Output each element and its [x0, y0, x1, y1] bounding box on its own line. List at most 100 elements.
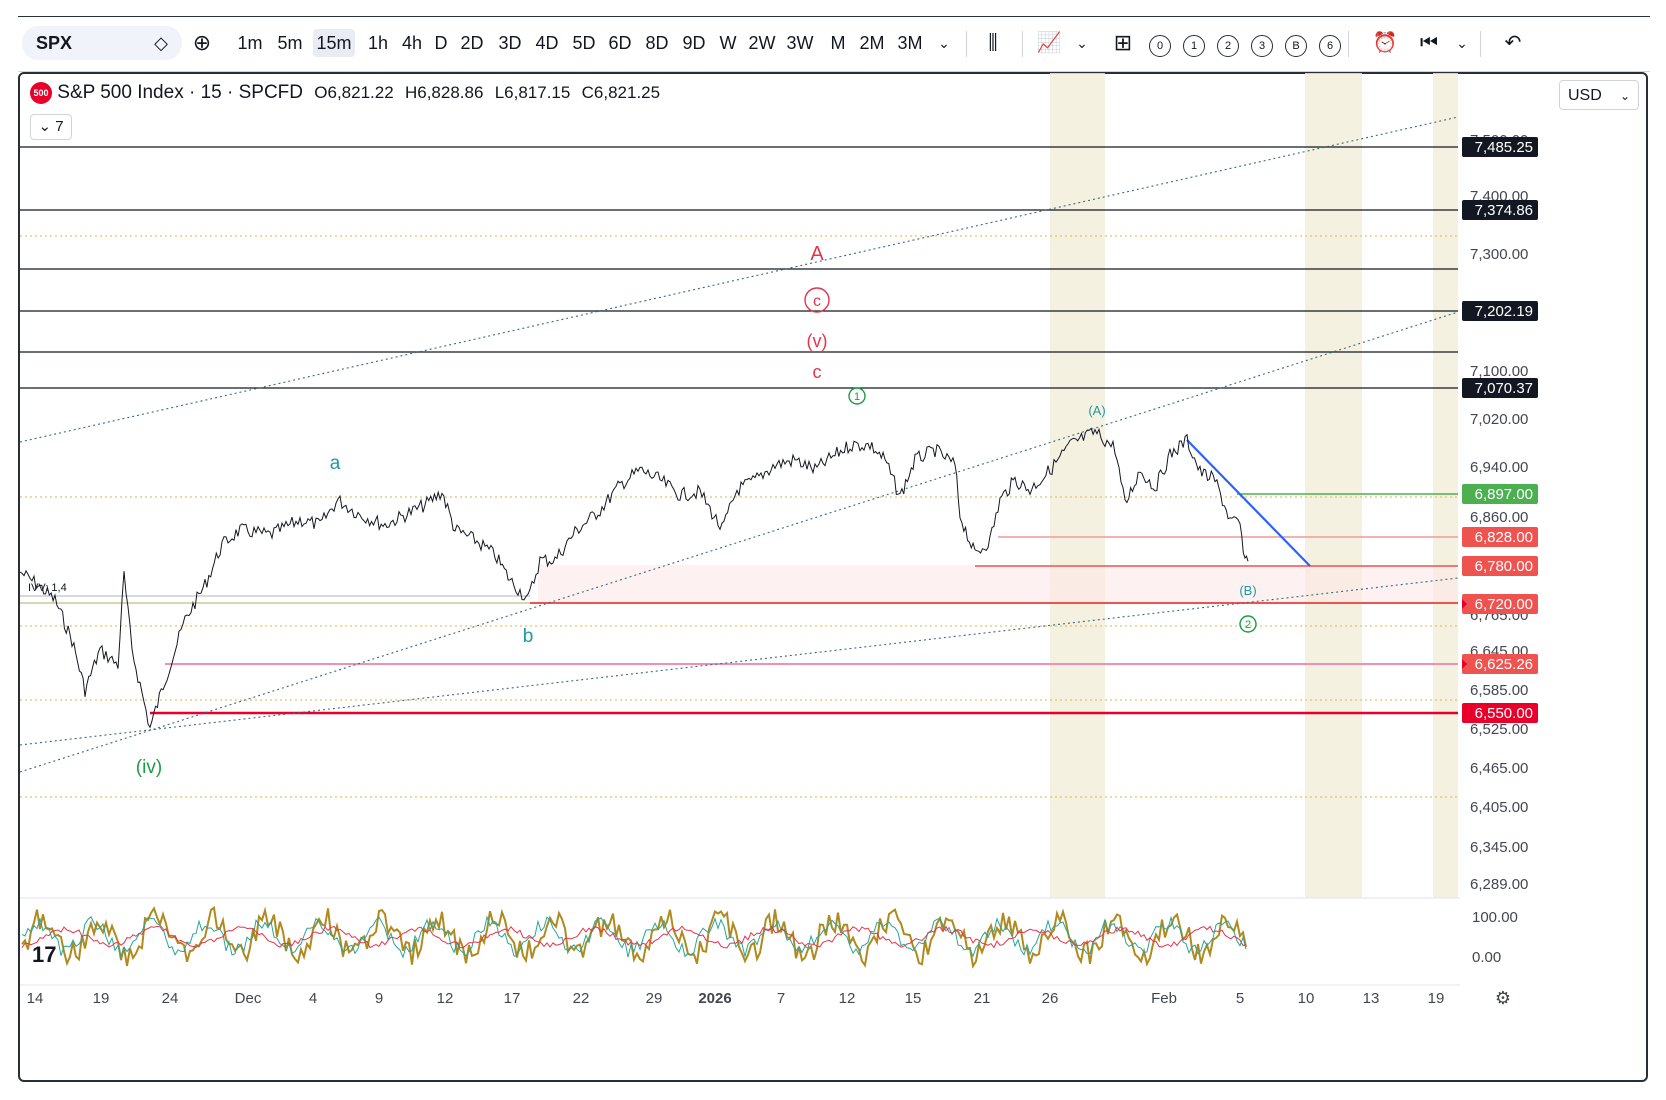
interval-3w-button[interactable]: 3W — [786, 33, 814, 53]
symbol-search[interactable]: SPX ◇ — [22, 26, 182, 60]
indicators-collapse-button[interactable]: ⌄ 7 — [30, 114, 72, 140]
time-tick-label: Feb — [1151, 990, 1177, 1007]
tv-logo-icon: 17 — [32, 942, 56, 967]
collapse-count: 7 — [55, 118, 64, 135]
wave-label-a: a — [330, 453, 341, 474]
undo-icon[interactable]: ↶ — [1504, 32, 1522, 54]
interval-w-button[interactable]: W — [719, 33, 737, 53]
time-tick-label: 4 — [309, 990, 317, 1007]
time-tick-label: 13 — [1363, 990, 1380, 1007]
price-badge-bg — [1462, 200, 1538, 220]
interval-2m-button[interactable]: 2M — [859, 33, 885, 53]
symbol-legend: 500 S&P 500 Index · 15 · SPCFD O6,821.22… — [30, 82, 660, 104]
legend-low: L6,817.15 — [494, 83, 571, 103]
price-series — [19, 427, 1249, 729]
alarm-icon[interactable]: ⏰ — [1372, 32, 1398, 54]
price-badge: 6,720.00 — [1462, 594, 1538, 614]
wave-label-c-circle: c — [813, 293, 821, 310]
wave-label-v: (v) — [807, 331, 828, 351]
price-badge-label: 6,720.00 — [1475, 596, 1533, 613]
interval-3d-button[interactable]: 3D — [498, 33, 522, 53]
interval-5m-button[interactable]: 5m — [277, 33, 303, 53]
chevron-down-icon: ⌄ — [38, 118, 52, 135]
price-badge: 7,202.19 — [1462, 301, 1538, 321]
time-tick-label: Dec — [235, 990, 262, 1007]
price-tick-label: 6,940.00 — [1470, 459, 1528, 476]
interval-5d-button[interactable]: 5D — [572, 33, 596, 53]
interval-2w-button[interactable]: 2W — [748, 33, 776, 53]
indicators-icon[interactable]: 📈 — [1036, 32, 1062, 54]
interval-m-button[interactable]: M — [830, 33, 846, 53]
interval-2d-button[interactable]: 2D — [460, 33, 484, 53]
interval-1h-button[interactable]: 1h — [367, 33, 389, 53]
chevron-down-icon[interactable]: ⌄ — [1076, 35, 1088, 51]
legend-high: H6,828.86 — [404, 83, 484, 103]
layout-b-button[interactable]: B — [1284, 29, 1308, 57]
oscillator-average-line — [21, 925, 1247, 949]
oscillator-signal-line — [21, 915, 1247, 959]
price-badge-bg — [1462, 703, 1538, 723]
gear-icon[interactable]: ⚙ — [1495, 988, 1511, 1008]
currency-label: USD — [1568, 87, 1602, 104]
price-badge-bg — [1462, 527, 1538, 547]
interval-1m-button[interactable]: 1m — [237, 33, 263, 53]
price-tick-label: 7,300.00 — [1470, 246, 1528, 263]
time-tick-label: 14 — [27, 990, 44, 1007]
price-tick-label: 6,465.00 — [1470, 760, 1528, 777]
price-tick-label: 6,525.00 — [1470, 721, 1528, 738]
layout-number: 0 — [1149, 35, 1171, 57]
price-badge: 7,485.25 — [1462, 137, 1538, 157]
oscillator-tick-label: 100.00 — [1472, 909, 1518, 926]
plus-circle-icon[interactable]: ⊕ — [192, 30, 212, 55]
separator — [1480, 31, 1481, 57]
time-tick-label: 5 — [1236, 990, 1244, 1007]
interval-d-button[interactable]: D — [434, 33, 448, 53]
time-tick-label: 19 — [1428, 990, 1445, 1007]
interval-15m-button[interactable]: 15m — [313, 29, 355, 57]
interval-8d-button[interactable]: 8D — [645, 33, 669, 53]
layout-number: B — [1285, 35, 1307, 57]
layout-2-button[interactable]: 2 — [1216, 29, 1240, 57]
interval-6d-button[interactable]: 6D — [608, 33, 632, 53]
symbol-label: SPX — [36, 33, 73, 53]
layout-1-button[interactable]: 1 — [1182, 29, 1206, 57]
price-badge-bg — [1462, 301, 1538, 321]
interval-9d-button[interactable]: 9D — [682, 33, 706, 53]
price-badge-bg — [1462, 137, 1538, 157]
interval-3m-button[interactable]: 3M — [897, 33, 923, 53]
interval-4d-button[interactable]: 4D — [535, 33, 559, 53]
channel-line — [19, 116, 1459, 443]
chevron-down-icon: ⌄ — [1619, 89, 1630, 103]
price-badge: 6,550.00 — [1462, 703, 1538, 723]
layout-6-button[interactable]: 6 — [1318, 29, 1342, 57]
session-shade — [1050, 73, 1105, 898]
chevron-down-icon[interactable]: ⌄ — [1456, 35, 1468, 51]
candles-icon[interactable]: ⫼ — [988, 32, 998, 54]
layout-0-button[interactable]: 0 — [1148, 29, 1172, 57]
time-tick-label: 29 — [646, 990, 663, 1007]
wave-label-c: c — [813, 362, 822, 382]
layout-number: 3 — [1251, 35, 1273, 57]
price-tick-label: 6,345.00 — [1470, 839, 1528, 856]
replay-icon[interactable]: ⏮ — [1420, 32, 1438, 54]
price-badge-label: 7,485.25 — [1475, 139, 1533, 156]
layout-grid-icon[interactable]: ⊞ — [1113, 30, 1133, 55]
price-badge-bg — [1462, 378, 1538, 398]
time-tick-label: 12 — [437, 990, 454, 1007]
channel-line — [19, 311, 1459, 773]
diamond-icon[interactable]: ◇ — [154, 33, 168, 53]
currency-select[interactable]: USD ⌄ — [1559, 80, 1639, 110]
price-badge-label: 7,070.37 — [1475, 380, 1533, 397]
price-badge: 6,897.00 — [1462, 484, 1538, 504]
support-zone — [538, 565, 1458, 603]
interval-4h-button[interactable]: 4h — [401, 33, 423, 53]
price-marker-arrow — [1462, 659, 1467, 669]
wave-label-c-circle-ring — [804, 287, 830, 313]
interval-chevron-down-icon[interactable]: ⌄ — [938, 35, 950, 51]
legend-close: C6,821.25 — [581, 83, 661, 103]
session-shade — [1433, 73, 1458, 898]
price-tick-label: 6,289.00 — [1470, 876, 1528, 893]
legend-title[interactable]: S&P 500 Index · 15 · SPCFD — [57, 82, 303, 104]
layout-3-button[interactable]: 3 — [1250, 29, 1274, 57]
